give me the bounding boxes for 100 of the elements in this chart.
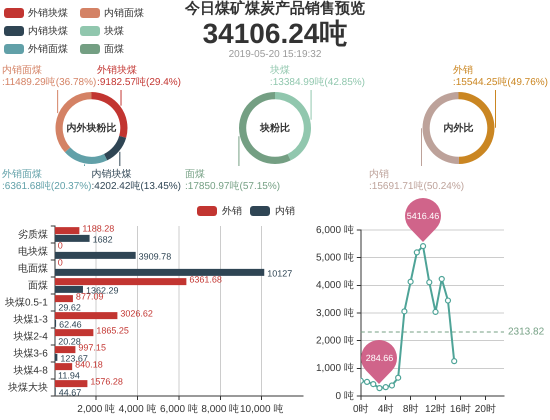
x-tick-label: 2,000 吨 xyxy=(77,402,116,415)
point xyxy=(451,358,458,364)
bar xyxy=(54,329,94,336)
legend-label: 外销块煤 xyxy=(28,6,68,20)
legend-label: 内销 xyxy=(275,204,295,217)
data-label: 10127 xyxy=(267,268,292,278)
y-tick-label: 电面煤 xyxy=(18,262,48,274)
data-label: :13384.99吨(42.85%) xyxy=(270,76,366,88)
data-label: 6361.68 xyxy=(189,274,222,285)
y-tick-label: 块煤1-3 xyxy=(12,313,48,326)
y-tick-label: 块煤大块 xyxy=(6,381,48,394)
y-tick-label: 面煤 xyxy=(28,279,48,292)
x-tick-label: 8时 xyxy=(402,402,418,415)
data-label: 0 xyxy=(58,258,63,268)
data-label: 62.46 xyxy=(59,319,82,330)
data-label: 1865.25 xyxy=(96,326,129,336)
x-tick-label: 0时 xyxy=(353,402,369,415)
point xyxy=(401,308,408,314)
bar xyxy=(54,268,264,276)
bar xyxy=(54,278,186,286)
annotation: 284.66 xyxy=(366,353,394,364)
y-tick-label: 0 吨 xyxy=(335,390,354,402)
point xyxy=(388,382,396,389)
text: 2019-05-20 15:19:32 xyxy=(228,49,322,61)
data-label: 0 xyxy=(58,240,63,251)
x-tick-label: 8,000 吨 xyxy=(201,402,240,415)
legend-label: 外销 xyxy=(222,206,242,217)
bar xyxy=(54,295,73,302)
y-tick-label: 1,000 吨 xyxy=(316,362,354,374)
data-label: 44.67 xyxy=(58,387,82,398)
data-label: :4202.42吨(13.45%) xyxy=(92,180,182,192)
point xyxy=(408,278,414,285)
data-label: 1362.29 xyxy=(86,285,119,296)
data-label: 29.62 xyxy=(58,302,81,312)
data-label: :15544.25吨(49.76%) xyxy=(452,76,548,88)
ref-line-label: 2313.82 xyxy=(508,326,545,338)
y-tick-label: 劣质煤 xyxy=(18,228,48,240)
bar xyxy=(54,234,90,242)
bar xyxy=(54,363,72,370)
y-tick-label: 2,000 吨 xyxy=(316,334,354,346)
point xyxy=(426,279,432,286)
y-tick-label: 4,000 吨 xyxy=(316,279,354,292)
slice-label: 内销块煤 xyxy=(92,168,132,180)
point xyxy=(438,276,445,282)
point xyxy=(364,378,370,385)
bar xyxy=(54,380,88,388)
data-label: 1188.28 xyxy=(82,224,114,234)
data-label: 1576.28 xyxy=(90,376,123,387)
point xyxy=(382,384,389,390)
text: 内外比 xyxy=(444,122,474,134)
y-tick-label: 块煤4-8 xyxy=(12,364,48,376)
bar xyxy=(54,354,58,361)
x-tick-label: 12时 xyxy=(424,402,446,415)
y-tick-label: 6,000 吨 xyxy=(316,224,354,236)
slice-label: 内销 xyxy=(369,168,389,180)
bar xyxy=(54,227,80,234)
slice-label: 外销 xyxy=(452,64,473,76)
point xyxy=(370,381,376,388)
data-label: :9182.57吨(29.4%) xyxy=(97,76,182,88)
legend-label: 块煤 xyxy=(104,24,124,38)
data-label: 11.94 xyxy=(58,370,80,380)
data-label: 1682 xyxy=(92,234,113,244)
data-label: 840.18 xyxy=(75,360,103,370)
legend-label: 外销面煤 xyxy=(28,43,68,56)
data-label: :15691.71吨(50.24%) xyxy=(369,180,464,192)
x-tick-label: 4时 xyxy=(378,402,394,415)
x-tick-label: 10,000 吨 xyxy=(240,402,284,415)
point xyxy=(420,243,426,250)
y-tick-label: 块煤0.5-1 xyxy=(4,296,48,308)
annotation: 5416.46 xyxy=(406,211,440,222)
data-label: 3026.62 xyxy=(120,308,153,319)
x-tick-label: 6,000 吨 xyxy=(160,402,198,415)
slice-label: 外销面煤 xyxy=(2,168,42,180)
text: 今日煤矿煤炭产品销售预览 xyxy=(184,0,366,18)
data-label: 20.28 xyxy=(58,336,81,346)
x-tick-label: 4,000 吨 xyxy=(118,402,156,415)
legend-label: 内销面煤 xyxy=(104,6,144,20)
data-label: 997.15 xyxy=(78,342,106,353)
point xyxy=(395,374,402,381)
legend-label: 面煤 xyxy=(104,43,124,56)
data-label: :6361.68吨(20.37%) xyxy=(2,180,92,192)
y-tick-label: 5,000 吨 xyxy=(316,251,354,264)
text: 内外块粉比 xyxy=(66,122,116,134)
point xyxy=(414,249,420,256)
text: 34106.24吨 xyxy=(202,18,348,49)
bar xyxy=(54,346,76,354)
legend-label: 内销块煤 xyxy=(28,24,68,38)
slice-label: 内销面煤 xyxy=(2,64,42,76)
point xyxy=(432,308,439,315)
slice-label: 外销块煤 xyxy=(97,64,138,76)
data-label: :17850.97吨(57.15%) xyxy=(185,180,280,192)
y-tick-label: 电块煤 xyxy=(18,245,48,258)
bar xyxy=(54,286,83,293)
x-tick-label: 16时 xyxy=(450,402,471,415)
y-tick-label: 块煤3-6 xyxy=(12,347,48,360)
bar xyxy=(54,312,118,320)
point xyxy=(376,385,383,392)
x-tick-label: 20时 xyxy=(474,402,496,415)
bar xyxy=(54,252,136,259)
data-label: :11489.29吨(36.78%) xyxy=(2,76,96,88)
